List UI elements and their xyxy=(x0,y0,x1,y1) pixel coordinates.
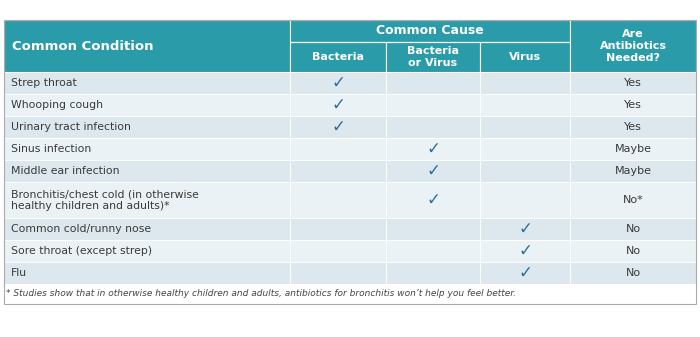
Bar xyxy=(570,182,696,218)
Bar xyxy=(386,116,480,138)
Bar xyxy=(480,218,570,240)
Bar xyxy=(290,218,386,240)
Text: ✓: ✓ xyxy=(426,162,440,180)
Text: Common cold/runny nose: Common cold/runny nose xyxy=(11,224,151,234)
Bar xyxy=(480,182,570,218)
Text: No*: No* xyxy=(622,195,643,205)
Text: No: No xyxy=(625,246,640,256)
Bar xyxy=(570,94,696,116)
Bar xyxy=(386,94,480,116)
Bar xyxy=(480,42,570,72)
Bar xyxy=(290,94,386,116)
Bar xyxy=(4,160,290,182)
Bar xyxy=(4,94,290,116)
Text: ✓: ✓ xyxy=(518,242,532,260)
Text: Yes: Yes xyxy=(624,122,642,132)
Text: ✓: ✓ xyxy=(331,118,345,136)
Text: Maybe: Maybe xyxy=(615,144,652,154)
Bar xyxy=(480,72,570,94)
Bar xyxy=(4,218,290,240)
Bar xyxy=(570,218,696,240)
Bar xyxy=(570,160,696,182)
Text: Common Condition: Common Condition xyxy=(12,39,153,53)
Bar xyxy=(4,262,290,284)
Text: Bacteria
or Virus: Bacteria or Virus xyxy=(407,46,459,68)
Bar xyxy=(386,262,480,284)
Bar xyxy=(290,182,386,218)
Text: ✓: ✓ xyxy=(518,220,532,238)
Bar xyxy=(386,240,480,262)
Text: Middle ear infection: Middle ear infection xyxy=(11,166,120,176)
Bar xyxy=(4,182,290,218)
Bar xyxy=(480,240,570,262)
Text: ✓: ✓ xyxy=(331,74,345,92)
Bar xyxy=(290,160,386,182)
Bar xyxy=(386,160,480,182)
Bar xyxy=(480,116,570,138)
Bar xyxy=(290,20,570,42)
Bar xyxy=(386,42,480,72)
Text: ✓: ✓ xyxy=(518,264,532,282)
Bar xyxy=(4,240,290,262)
Text: No: No xyxy=(625,268,640,278)
Text: ✓: ✓ xyxy=(426,140,440,158)
Bar xyxy=(290,72,386,94)
Bar xyxy=(570,240,696,262)
Bar xyxy=(290,240,386,262)
Bar xyxy=(570,138,696,160)
Text: * Studies show that in otherwise healthy children and adults, antibiotics for br: * Studies show that in otherwise healthy… xyxy=(6,289,516,299)
Bar xyxy=(4,284,696,304)
Bar xyxy=(570,20,696,72)
Text: Bacteria: Bacteria xyxy=(312,52,364,62)
Text: Maybe: Maybe xyxy=(615,166,652,176)
Text: Strep throat: Strep throat xyxy=(11,78,77,88)
Text: ✓: ✓ xyxy=(331,96,345,114)
Bar xyxy=(570,262,696,284)
Text: ✓: ✓ xyxy=(426,191,440,209)
Bar xyxy=(4,20,290,72)
Text: Yes: Yes xyxy=(624,100,642,110)
Bar xyxy=(480,160,570,182)
Text: No: No xyxy=(625,224,640,234)
Bar xyxy=(386,72,480,94)
Text: Bronchitis/chest cold (in otherwise
healthy children and adults)*: Bronchitis/chest cold (in otherwise heal… xyxy=(11,189,199,211)
Bar xyxy=(290,116,386,138)
Bar xyxy=(4,72,290,94)
Text: Virus: Virus xyxy=(509,52,541,62)
Bar xyxy=(4,138,290,160)
Bar xyxy=(480,262,570,284)
Text: Whooping cough: Whooping cough xyxy=(11,100,103,110)
Bar xyxy=(290,42,386,72)
Bar xyxy=(386,138,480,160)
Bar xyxy=(570,116,696,138)
Bar xyxy=(386,218,480,240)
Bar xyxy=(386,182,480,218)
Text: Yes: Yes xyxy=(624,78,642,88)
Text: Are
Antibiotics
Needed?: Are Antibiotics Needed? xyxy=(599,29,666,63)
Bar xyxy=(4,116,290,138)
Bar xyxy=(570,72,696,94)
Text: Common Cause: Common Cause xyxy=(376,25,484,37)
Bar xyxy=(480,94,570,116)
Bar xyxy=(290,262,386,284)
Bar xyxy=(4,20,696,304)
Text: Sinus infection: Sinus infection xyxy=(11,144,91,154)
Text: Sore throat (except strep): Sore throat (except strep) xyxy=(11,246,152,256)
Text: Flu: Flu xyxy=(11,268,27,278)
Bar xyxy=(290,138,386,160)
Text: Urinary tract infection: Urinary tract infection xyxy=(11,122,131,132)
Bar xyxy=(480,138,570,160)
